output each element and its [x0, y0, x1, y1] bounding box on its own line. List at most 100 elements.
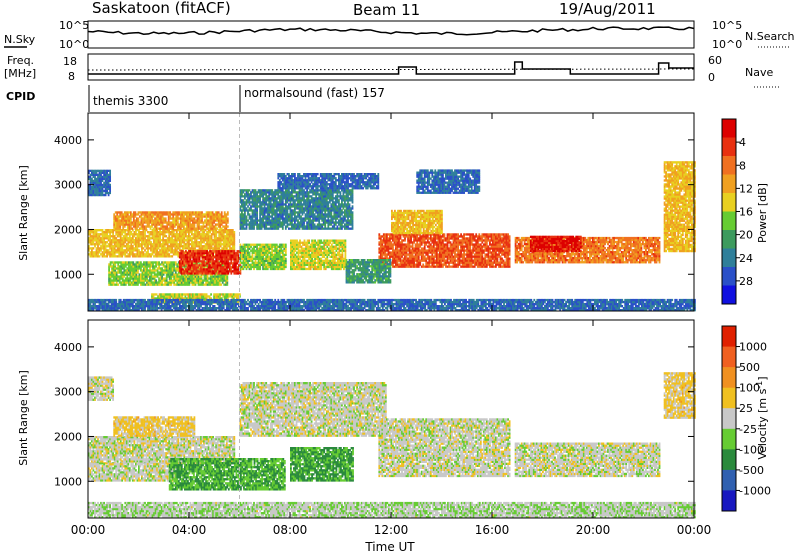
cell	[285, 246, 287, 248]
cell	[103, 253, 105, 255]
cell	[233, 268, 235, 270]
cell	[170, 277, 172, 279]
cell	[193, 235, 195, 237]
cell	[153, 231, 155, 233]
cell	[304, 252, 306, 254]
cell	[250, 193, 252, 195]
cell	[183, 215, 185, 217]
cell	[163, 273, 165, 275]
cell	[141, 249, 143, 251]
cell	[314, 244, 316, 246]
cell	[215, 233, 217, 235]
cell	[152, 267, 154, 269]
nsky-panel	[88, 21, 694, 48]
cell	[135, 211, 137, 213]
cell	[264, 211, 266, 213]
cell	[96, 231, 98, 233]
cell	[264, 209, 266, 211]
cell	[99, 251, 101, 253]
cell	[247, 205, 249, 207]
cell	[220, 245, 222, 247]
cell	[156, 249, 158, 251]
freq-panel	[88, 54, 694, 80]
cell	[224, 215, 226, 217]
cell	[256, 203, 258, 205]
cell	[214, 266, 216, 268]
cell	[256, 211, 258, 213]
cell	[102, 241, 104, 243]
cell	[223, 277, 225, 279]
cell	[255, 195, 257, 197]
cell	[255, 193, 257, 195]
cell	[255, 266, 257, 268]
cell	[153, 243, 155, 245]
cell	[274, 258, 276, 260]
cell	[158, 265, 160, 267]
cell	[283, 256, 285, 258]
cell	[203, 231, 205, 233]
cell	[130, 217, 132, 219]
cell	[299, 213, 301, 215]
cell	[133, 225, 135, 227]
freq-tick-top: 18	[63, 55, 77, 68]
cell	[224, 213, 226, 215]
cell	[153, 237, 155, 239]
cell	[168, 219, 170, 221]
cell	[194, 293, 196, 295]
cell	[282, 215, 284, 217]
cell	[305, 201, 307, 203]
cell	[296, 217, 298, 219]
cell	[203, 268, 205, 270]
cell	[144, 231, 146, 233]
cell	[249, 252, 251, 254]
cell	[334, 262, 336, 264]
cell	[304, 258, 306, 260]
cell	[203, 247, 205, 249]
cell	[244, 213, 246, 215]
cell	[285, 225, 287, 227]
cell	[214, 281, 216, 283]
cell	[294, 205, 296, 207]
cell	[183, 217, 185, 219]
cell	[227, 213, 229, 215]
cell	[290, 201, 292, 203]
cell	[213, 219, 215, 221]
cell	[127, 243, 129, 245]
cell	[282, 205, 284, 207]
cell	[304, 264, 306, 266]
cell	[244, 211, 246, 213]
cell	[246, 228, 248, 230]
cell	[102, 231, 104, 233]
cell	[122, 267, 124, 269]
cell	[305, 193, 307, 195]
cell	[226, 277, 228, 279]
cell	[132, 245, 134, 247]
cell	[93, 253, 95, 255]
cell	[274, 205, 276, 207]
cell	[256, 217, 258, 219]
cell	[273, 264, 275, 266]
cell	[173, 249, 175, 251]
cell	[237, 262, 239, 264]
cell	[193, 243, 195, 245]
cell	[304, 256, 306, 258]
cell	[102, 255, 104, 257]
cell	[121, 233, 123, 235]
cell	[183, 256, 185, 258]
cell	[244, 264, 246, 266]
cell	[203, 241, 205, 243]
cell	[176, 231, 178, 233]
cell	[214, 256, 216, 258]
cell	[224, 295, 226, 297]
cell	[173, 269, 175, 271]
cell	[172, 211, 174, 213]
cell	[314, 262, 316, 264]
cell	[123, 241, 125, 243]
cell	[177, 219, 179, 221]
cell	[214, 250, 216, 252]
cell	[159, 235, 161, 237]
cell	[345, 250, 347, 252]
cell	[167, 243, 169, 245]
cell	[93, 231, 95, 233]
cell	[141, 215, 143, 217]
